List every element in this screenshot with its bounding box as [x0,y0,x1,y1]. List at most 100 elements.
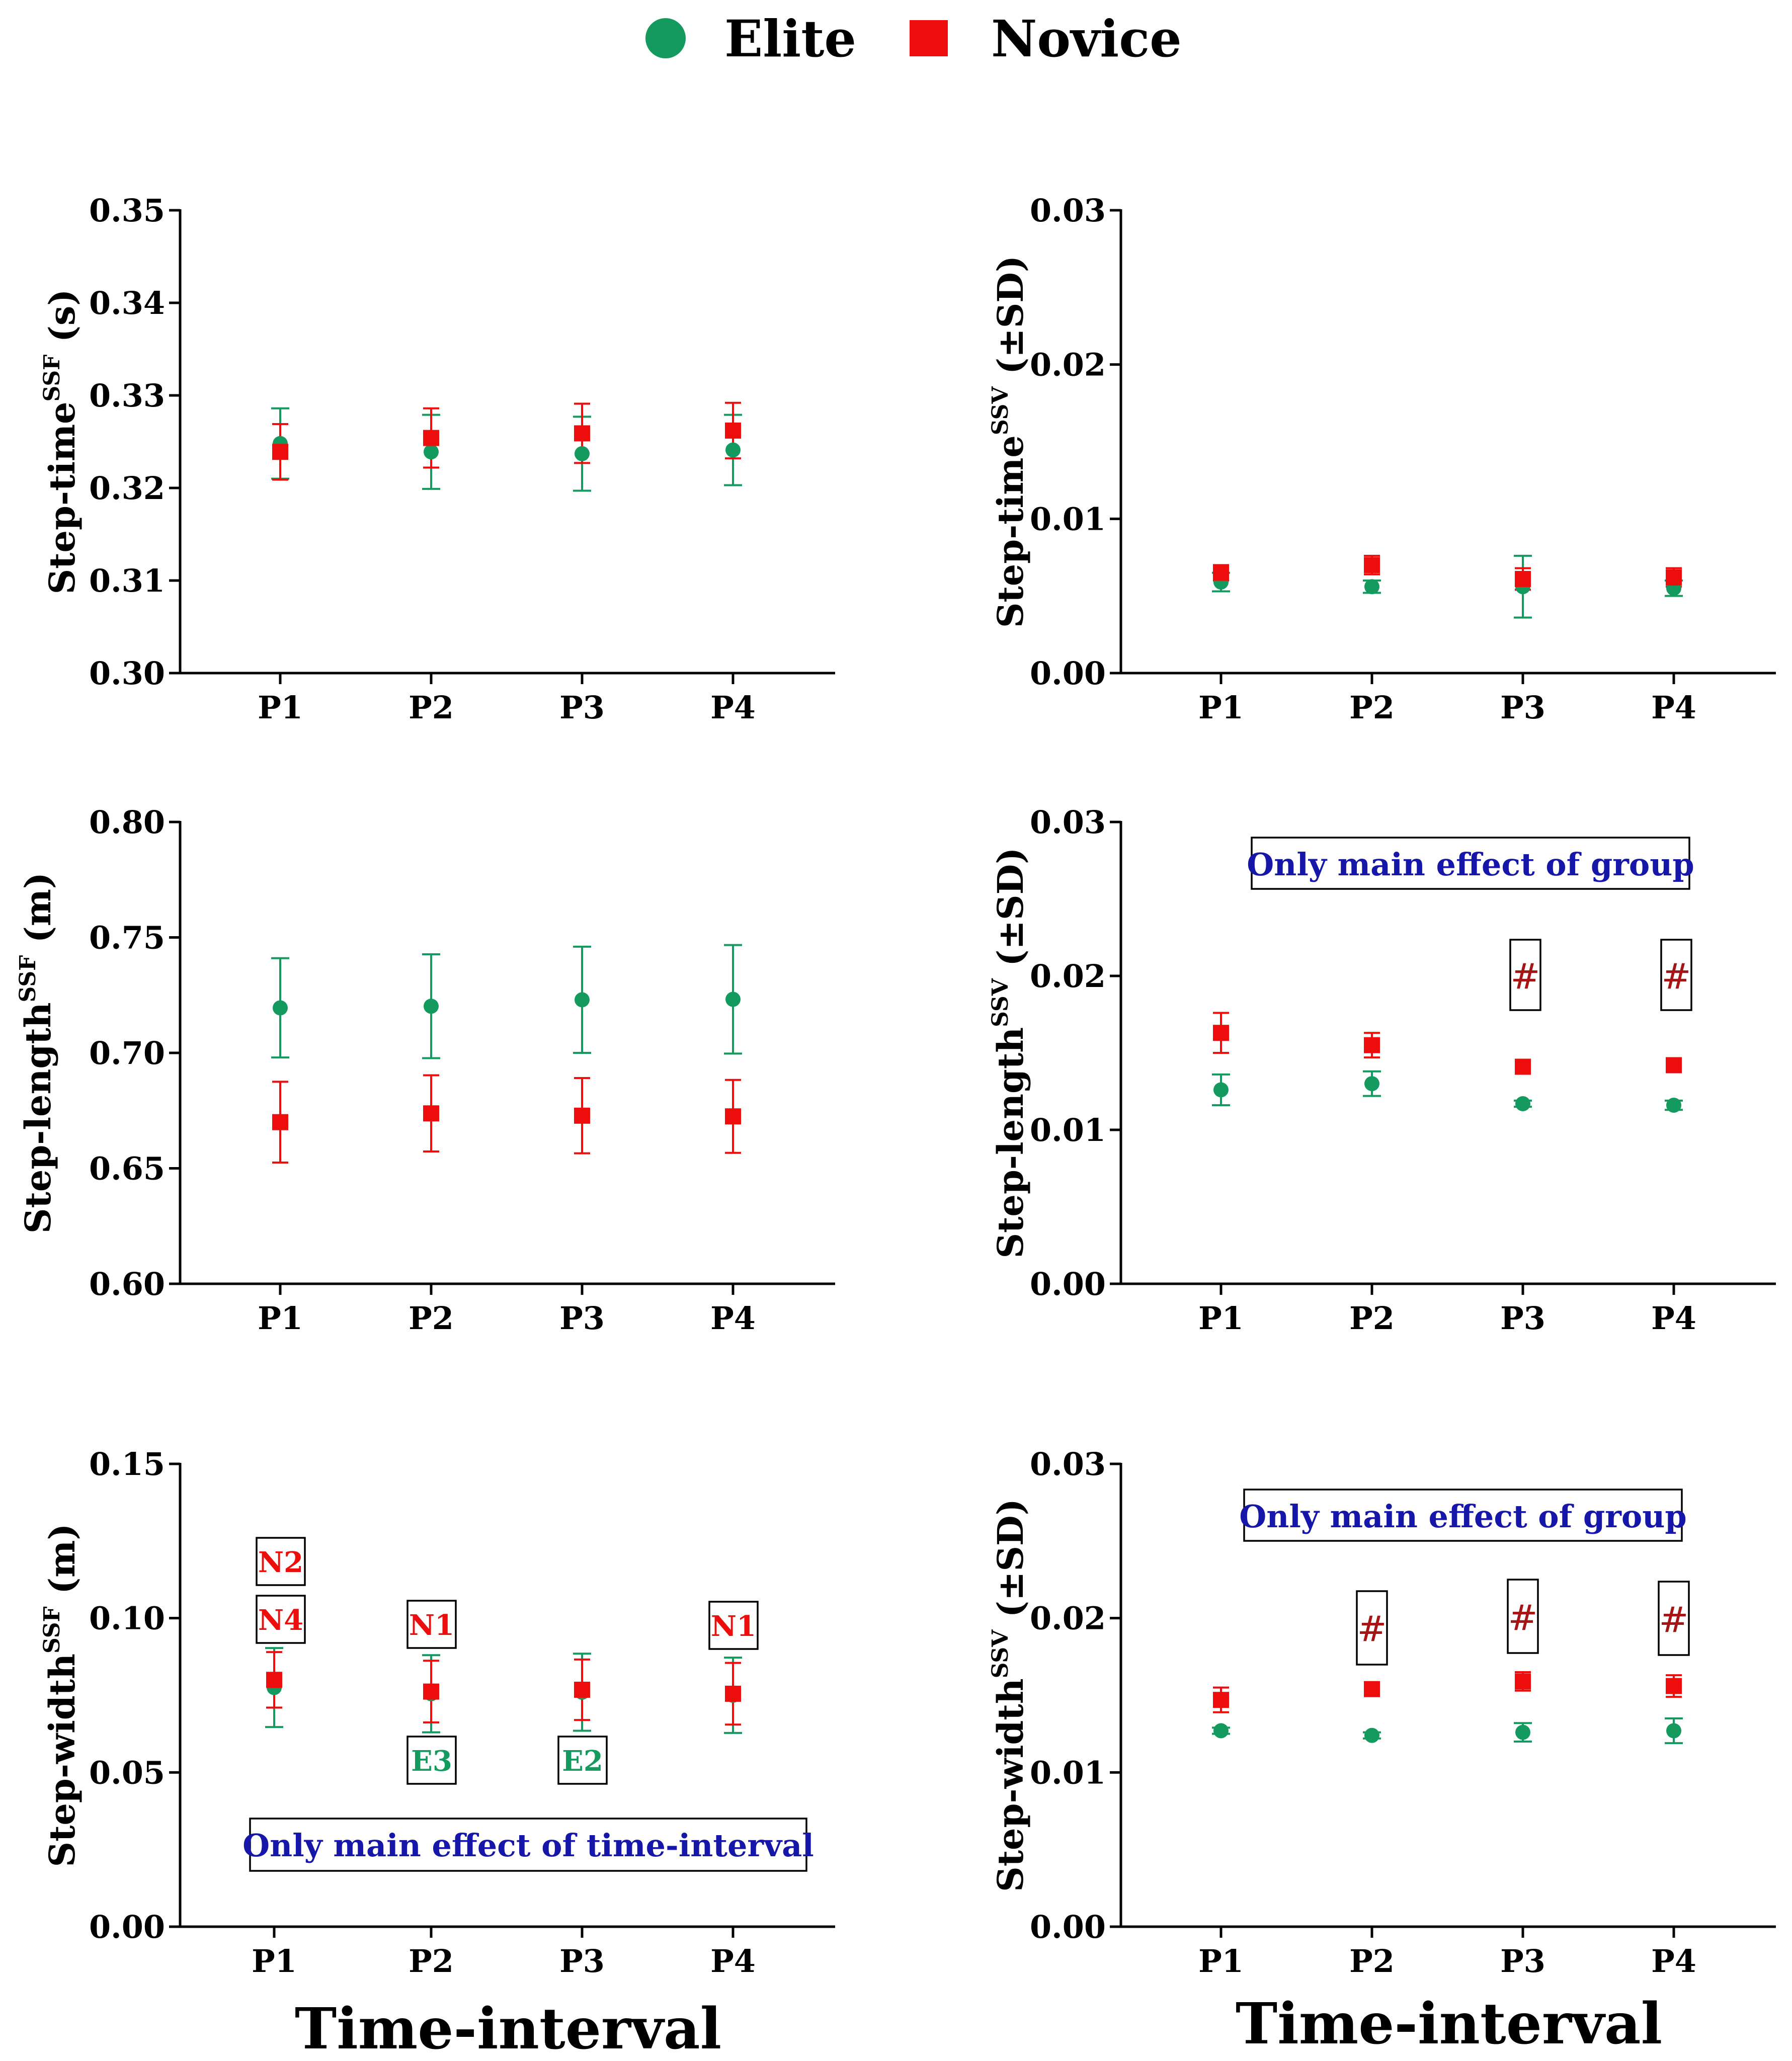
annotation-hash: # [1660,939,1692,1011]
y-axis-title-sup: SSV [988,978,1013,1027]
elite-point-p4 [725,992,741,1007]
elite-point-p1 [273,1000,288,1016]
elite-point-p2 [424,444,439,460]
annotation-hash: # [1356,1590,1388,1666]
elite-point-p2 [1364,579,1379,595]
novice-point-p3 [574,425,590,442]
y-tick-label: 0.32 [89,470,165,507]
novice-point-p3 [574,1681,590,1698]
annotation-text: N1 [409,1609,454,1642]
y-tick-label: 0.00 [1030,655,1106,692]
y-axis-title-sup: SSV [988,1629,1013,1679]
x-tick-label-p4: P4 [710,1300,756,1337]
annotation-note: Only main effect of time-interval [242,1818,814,1872]
y-tick-label: 0.35 [89,192,165,229]
y-tick-label: 0.31 [89,562,165,599]
novice-point-p3 [574,1107,590,1124]
y-tick-label: 0.10 [89,1600,165,1637]
novice-point-p3 [1515,1058,1531,1075]
y-axis-title: Step-lengthSSF (m) [15,872,59,1233]
annotation-text: N2 [258,1546,303,1579]
legend-elite-marker [645,18,686,58]
elite-point-p2 [1364,1076,1379,1092]
y-tick-label: 0.00 [1030,1266,1106,1302]
y-tick-label: 0.33 [89,377,165,414]
y-axis-title-unit: (m) [17,872,59,955]
x-tick-label-p4: P4 [710,1943,756,1980]
y-tick-label: 0.30 [89,655,165,692]
y-tick-label: 0.70 [89,1035,165,1071]
y-axis-title-unit: (±SD) [990,1499,1031,1630]
novice-point-p2 [1364,1681,1380,1697]
x-tick-label-p2: P2 [409,1943,454,1980]
y-tick-label: 0.03 [1030,804,1106,841]
y-tick-label: 0.34 [89,285,165,321]
elite-point-p1 [1213,1082,1229,1098]
novice-point-p4 [1666,569,1682,586]
y-axis-title-sup: SSF [39,1606,65,1654]
annotation-hash: # [1658,1581,1690,1656]
y-axis-title-main: Step-time [990,435,1031,628]
annotation-box [256,1595,306,1644]
novice-point-p2 [1364,557,1380,573]
x-tick-label-p4: P4 [1651,1943,1696,1980]
legend-elite-label: Elite [724,9,856,68]
novice-point-p3 [1515,570,1531,587]
y-tick-label: 0.15 [89,1446,165,1482]
novice-point-p2 [423,430,439,446]
x-tick-label-p2: P2 [409,1300,454,1337]
chart-panel-step-length-ssv: 0.00 0.01 0.02 0.03 P1 P2 P3 P4 Step-lengthSSV (… [988,804,1776,1337]
annotation-box [256,1537,306,1586]
y-tick-label: 0.03 [1030,1446,1106,1482]
chart-panel-step-width-ssf: 0.00 0.05 0.10 0.15 P1 P2 P3 P4 Step-widthSSF (m… [39,1446,835,1980]
elite-point-p2 [1364,1727,1379,1743]
x-tick-label-p1: P1 [1198,1300,1244,1337]
elite-point-p4 [1666,1098,1681,1113]
annotation-text: N4 [258,1604,303,1637]
annotation-note: Only main effect of group [1247,837,1694,890]
annotation-box [1251,837,1690,890]
elite-point-p3 [575,992,590,1008]
annotation-box [1356,1590,1388,1666]
annotation-text: # [1508,1597,1538,1638]
novice-point-p4 [725,1685,741,1702]
y-tick-label: 0.02 [1030,958,1106,995]
y-tick-label: 0.02 [1030,347,1106,383]
chart-panel-step-width-ssv: 0.00 0.01 0.02 0.03 P1 P2 P3 P4 Step-widthSSV (±… [988,1446,1776,1980]
y-axis-title-sup: SSF [39,355,65,402]
novice-point-p3 [1515,1673,1531,1690]
annotation-novice: N2 [256,1537,306,1586]
novice-point-p2 [423,1683,439,1700]
annotation-novice: N4 [256,1595,306,1644]
x-axis-title-left: Time-interval [295,1996,721,2061]
x-tick-label-p1: P1 [1198,689,1244,726]
annotation-text: # [1511,956,1540,997]
y-axis-title-sup: SSV [988,386,1013,436]
elite-point-p1 [1213,1723,1229,1739]
x-tick-label-p3: P3 [1500,689,1545,726]
annotation-text: Only main effect of time-interval [242,1827,814,1864]
annotation-box [557,1736,608,1785]
y-axis-title: Step-widthSSV (±SD) [988,1499,1031,1892]
x-tick-label-p2: P2 [1349,1300,1395,1337]
x-tick-label-p2: P2 [409,689,454,726]
y-axis-title-main: Step-length [990,1027,1031,1259]
annotation-text: # [1659,1599,1689,1640]
y-axis-title-unit: (m) [41,1524,83,1607]
x-tick-label-p3: P3 [1500,1300,1545,1337]
y-tick-label: 0.01 [1030,1754,1106,1791]
y-tick-label: 0.05 [89,1754,165,1791]
annotation-text: E3 [411,1745,452,1778]
x-tick-label-p3: P3 [1500,1943,1545,1980]
annotation-text: E2 [562,1745,603,1778]
y-axis-title-unit: (s) [41,289,83,355]
legend-novice-marker [910,20,948,56]
annotation-box [1507,1579,1539,1654]
annotation-box [406,1736,457,1785]
elite-point-p3 [575,446,590,461]
novice-point-p1 [272,444,288,460]
x-tick-label-p1: P1 [1198,1943,1244,1980]
x-tick-label-p3: P3 [559,1300,605,1337]
x-tick-label-p2: P2 [1349,689,1395,726]
y-tick-label: 0.75 [89,920,165,956]
